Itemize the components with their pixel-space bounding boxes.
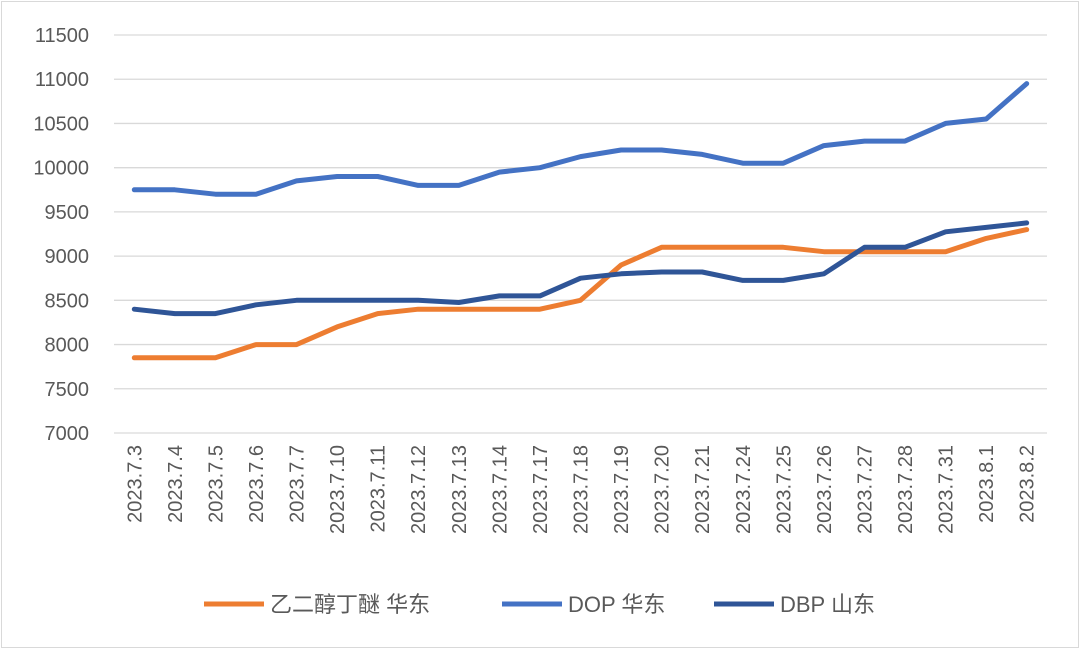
legend: 乙二醇丁醚 华东 DOP 华东 DBP 山东	[204, 592, 875, 617]
x-tick-label: 2023.7.7	[287, 445, 309, 523]
y-tick-label: 11500	[35, 25, 89, 47]
legend-item-0: 乙二醇丁醚 华东	[204, 592, 430, 617]
series-line-1	[131, 81, 1030, 197]
x-tick-label: 2023.7.26	[814, 445, 836, 534]
gridlines	[114, 34, 1047, 434]
legend-item-1: DOP 华东	[502, 592, 665, 617]
x-tick-label: 2023.7.4	[165, 445, 187, 523]
x-tick-label: 2023.7.25	[773, 445, 795, 534]
y-tick-label: 8500	[45, 290, 90, 312]
x-tick-label: 2023.7.5	[205, 445, 227, 523]
x-tick-label: 2023.7.19	[611, 445, 633, 534]
y-tick-label: 7500	[45, 379, 90, 401]
x-tick-label: 2023.7.31	[936, 445, 958, 534]
x-tick-label: 2023.7.24	[733, 445, 755, 534]
x-tick-label: 2023.7.17	[530, 445, 552, 534]
x-tick-label: 2023.8.1	[976, 445, 998, 523]
x-tick-label: 2023.7.12	[408, 445, 430, 534]
y-axis-ticks: 7000 7500 8000 8500 9000 9500 10000 10500 11000 1…	[33, 25, 89, 445]
y-tick-label: 9500	[45, 202, 90, 224]
x-tick-label: 2023.7.18	[571, 445, 593, 534]
x-tick-label: 2023.7.28	[895, 445, 917, 534]
legend-item-2: DBP 山东	[714, 592, 875, 617]
series-lines	[131, 81, 1030, 361]
x-tick-label: 2023.7.10	[327, 445, 349, 534]
x-tick-label: 2023.7.3	[124, 445, 146, 523]
legend-label: DOP 华东	[568, 592, 665, 617]
y-tick-label: 10500	[33, 113, 89, 135]
x-tick-label: 2023.8.2	[1017, 445, 1039, 523]
x-tick-label: 2023.7.14	[489, 445, 511, 534]
y-tick-label: 7000	[45, 423, 90, 445]
x-tick-label: 2023.7.6	[246, 445, 268, 523]
x-tick-label: 2023.7.13	[449, 445, 471, 534]
x-tick-label: 2023.7.21	[692, 445, 714, 534]
y-tick-label: 9000	[45, 246, 90, 268]
x-axis-ticks: 2023.7.3 2023.7.4 2023.7.5 2023.7.6 2023.7.7…	[124, 445, 1038, 534]
y-tick-label: 10000	[33, 158, 89, 180]
y-tick-label: 11000	[35, 69, 89, 91]
x-tick-label: 2023.7.11	[368, 445, 390, 533]
legend-label: DBP 山东	[780, 592, 875, 617]
legend-label: 乙二醇丁醚 华东	[270, 592, 430, 617]
x-tick-label: 2023.7.27	[854, 445, 876, 534]
x-tick-label: 2023.7.20	[652, 445, 674, 534]
y-tick-label: 8000	[45, 335, 90, 357]
